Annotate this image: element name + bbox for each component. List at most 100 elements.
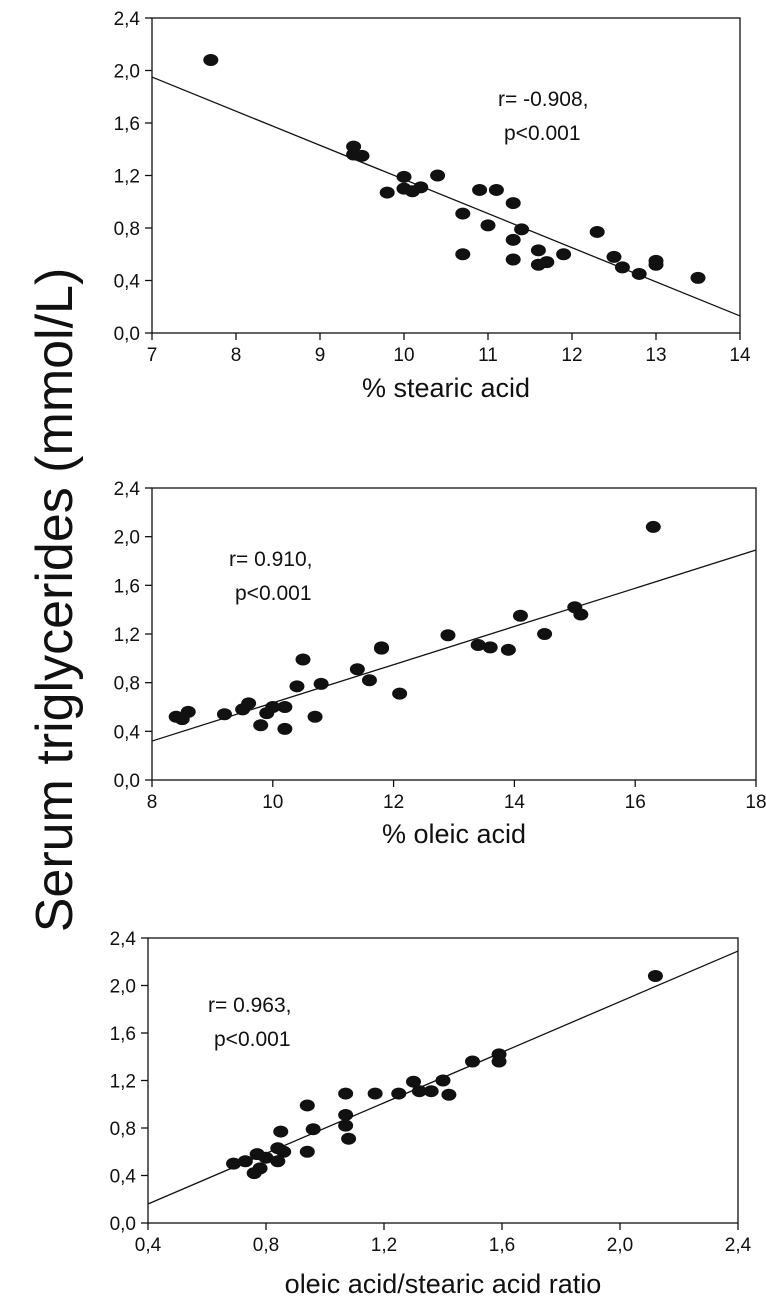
- y-tick-label: 0,8: [114, 219, 140, 240]
- data-point: [589, 225, 605, 238]
- data-point: [470, 638, 486, 651]
- data-point: [270, 1155, 286, 1168]
- x-tick-label: 13: [645, 345, 666, 366]
- data-point: [505, 197, 521, 210]
- data-point: [289, 680, 305, 693]
- x-axis-title: % stearic acid: [362, 373, 530, 403]
- x-tick-label: 0,8: [253, 1235, 279, 1256]
- y-tick-label: 0,4: [110, 1167, 137, 1188]
- data-point: [396, 170, 412, 183]
- data-point: [465, 1055, 480, 1068]
- data-point: [413, 181, 429, 194]
- x-tick-label: 7: [147, 345, 158, 366]
- y-tick-label: 2,0: [114, 62, 140, 83]
- x-tick-label: 1,6: [489, 1235, 515, 1256]
- data-point: [423, 1085, 439, 1098]
- x-tick-label: 16: [625, 792, 646, 813]
- x-tick-label: 12: [561, 345, 582, 366]
- data-point: [488, 183, 504, 196]
- x-tick-label: 8: [231, 345, 242, 366]
- data-point: [379, 186, 395, 199]
- x-axis-title: oleic acid/stearic acid ratio: [285, 1269, 602, 1299]
- data-point: [491, 1055, 507, 1068]
- y-tick-label: 0,0: [110, 1214, 136, 1235]
- data-point: [258, 1151, 274, 1164]
- data-point: [338, 1119, 354, 1132]
- p-value: p<0.001: [504, 122, 581, 145]
- data-point: [341, 1132, 357, 1145]
- data-point: [556, 248, 572, 261]
- data-point: [441, 1088, 457, 1101]
- correlation-coefficient: r= -0.908,: [498, 88, 588, 111]
- plot-frame: [151, 17, 741, 334]
- y-tick-label: 2,4: [110, 929, 137, 950]
- data-point: [505, 233, 521, 246]
- y-tick-label: 2,4: [114, 9, 141, 30]
- shared-y-axis-label: Serum triglycerides (mmol/L): [26, 268, 84, 933]
- p-value: p<0.001: [214, 1028, 291, 1051]
- data-point: [349, 663, 365, 676]
- data-point: [226, 1157, 242, 1170]
- data-point: [455, 207, 471, 220]
- data-point: [514, 223, 530, 236]
- data-point: [235, 703, 251, 716]
- data-point: [512, 609, 528, 622]
- scatter-panel-2: 0,0 0,4 0,8 1,2 1,6 2,0 2,4 8 10 12 14 16 18 % oleic …: [114, 479, 766, 849]
- data-point: [631, 267, 647, 280]
- data-point: [338, 1087, 354, 1100]
- data-point: [237, 1155, 253, 1168]
- data-point: [338, 1108, 354, 1121]
- x-tick-label: 2,0: [607, 1235, 633, 1256]
- data-point: [537, 628, 553, 640]
- y-tick-label: 1,2: [110, 1072, 136, 1093]
- data-point: [277, 701, 293, 713]
- data-point: [573, 608, 589, 621]
- x-tick-label: 12: [383, 792, 404, 813]
- x-tick-label: 9: [315, 345, 326, 366]
- y-tick-label: 2,4: [114, 479, 141, 500]
- data-point: [305, 1123, 321, 1136]
- data-point: [259, 707, 275, 720]
- x-tick-label: 10: [262, 792, 283, 813]
- y-tick-label: 1,2: [114, 167, 140, 188]
- data-point: [313, 677, 329, 690]
- x-axis-title: % oleic acid: [382, 819, 526, 849]
- data-point: [648, 258, 664, 271]
- data-point: [246, 1167, 262, 1180]
- data-point: [299, 1145, 315, 1158]
- data-point: [277, 722, 293, 735]
- data-point: [307, 710, 323, 723]
- data-point: [411, 1085, 427, 1098]
- data-point: [367, 1087, 383, 1100]
- data-point: [614, 261, 630, 274]
- data-point: [273, 1125, 289, 1138]
- y-tick-label: 0,4: [114, 722, 141, 743]
- data-point: [505, 253, 521, 266]
- data-point: [690, 271, 706, 284]
- data-point: [645, 520, 661, 533]
- data-point: [174, 713, 190, 726]
- data-point: [530, 258, 546, 271]
- data-point: [374, 642, 390, 655]
- y-tick-label: 1,6: [114, 114, 140, 135]
- y-tick-label: 1,6: [114, 576, 140, 597]
- data-point: [455, 248, 471, 261]
- y-tick-label: 0,8: [114, 674, 140, 695]
- data-point: [482, 641, 498, 654]
- correlation-coefficient: r= 0.910,: [229, 548, 312, 571]
- x-tick-label: 8: [147, 792, 158, 813]
- x-tick-label: 14: [729, 345, 751, 366]
- correlation-coefficient: r= 0.963,: [208, 994, 291, 1017]
- data-point: [203, 54, 219, 66]
- data-point: [435, 1074, 451, 1087]
- data-point: [406, 1075, 421, 1088]
- y-tick-label: 0,4: [114, 272, 141, 293]
- scatter-panel-1: 0,0 0,4 0,8 1,2 1,6 2,0 2,4 7 8 9 10 11 12 13 14 % stea…: [114, 9, 751, 403]
- data-point: [354, 149, 370, 162]
- y-tick-label: 1,2: [114, 625, 140, 646]
- data-point: [361, 674, 377, 687]
- x-tick-label: 10: [393, 345, 414, 366]
- y-tick-label: 2,0: [110, 977, 136, 998]
- data-point: [430, 169, 446, 182]
- x-tick-label: 18: [745, 792, 766, 813]
